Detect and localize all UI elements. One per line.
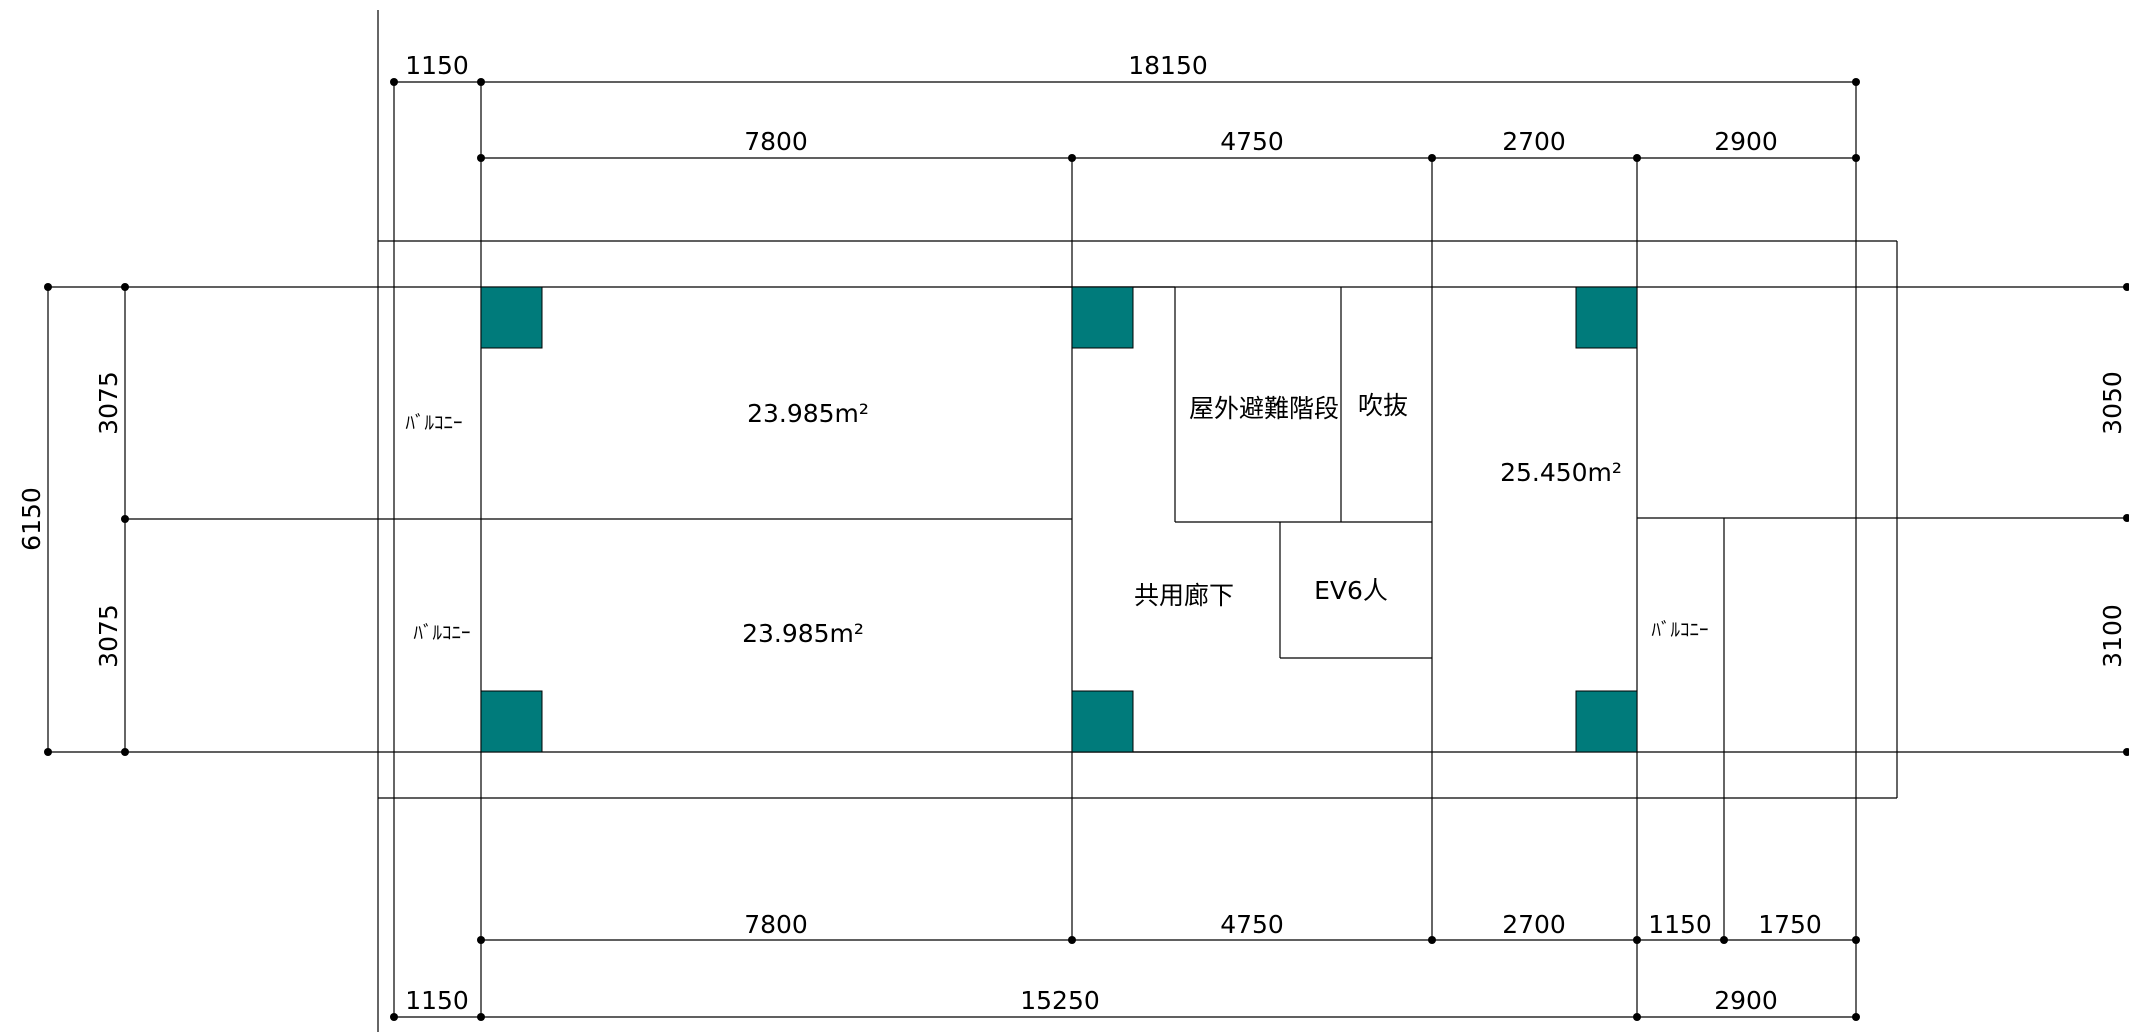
column (1575, 690, 1638, 753)
void-label: 吹抜 (1358, 391, 1408, 420)
column (480, 690, 543, 753)
dim-left-upper: 3075 (94, 371, 123, 435)
dim-top-outer-1: 1150 (405, 51, 469, 80)
dim-top-inner-4: 2900 (1714, 127, 1778, 156)
dim-top-inner-3: 2700 (1502, 127, 1566, 156)
column (480, 286, 543, 349)
dim-left-lower: 3075 (94, 604, 123, 668)
column (1071, 286, 1134, 349)
dimension-dots (44, 78, 2129, 1021)
dim-top-inner-1: 7800 (744, 127, 808, 156)
dim-top-inner-2: 4750 (1220, 127, 1284, 156)
columns (480, 286, 1638, 753)
plan-lines (47, 10, 2129, 1032)
balcony-lower-label: ﾊﾞﾙｺﾆｰ (413, 622, 470, 644)
outdoor-stair-label: 屋外避難階段 (1189, 394, 1339, 423)
dim-right-upper: 3050 (2098, 371, 2127, 435)
room-area-lower-left: 23.985m² (742, 619, 864, 648)
dim-bottom-inner-2: 4750 (1220, 910, 1284, 939)
balcony-right-label: ﾊﾞﾙｺﾆｰ (1651, 619, 1708, 641)
room-area-right: 25.450m² (1500, 458, 1622, 487)
corridor-label: 共用廊下 (1134, 581, 1234, 610)
dim-bottom-outer-1: 1150 (405, 986, 469, 1015)
dim-right-lower: 3100 (2098, 604, 2127, 668)
dim-bottom-inner-4: 1150 (1648, 910, 1712, 939)
column (1575, 286, 1638, 349)
dim-bottom-inner-3: 2700 (1502, 910, 1566, 939)
elevator-label: EV6人 (1314, 576, 1388, 605)
room-area-upper-left: 23.985m² (747, 399, 869, 428)
dim-bottom-inner-5: 1750 (1758, 910, 1822, 939)
dim-top-outer-2: 18150 (1128, 51, 1208, 80)
balcony-upper-label: ﾊﾞﾙｺﾆｰ (405, 412, 462, 434)
dimension-lines (394, 81, 1856, 1018)
dim-left-total: 6150 (17, 487, 46, 551)
dim-bottom-outer-3: 2900 (1714, 986, 1778, 1015)
dim-bottom-inner-1: 7800 (744, 910, 808, 939)
dim-bottom-outer-2: 15250 (1020, 986, 1100, 1015)
column (1071, 690, 1134, 753)
